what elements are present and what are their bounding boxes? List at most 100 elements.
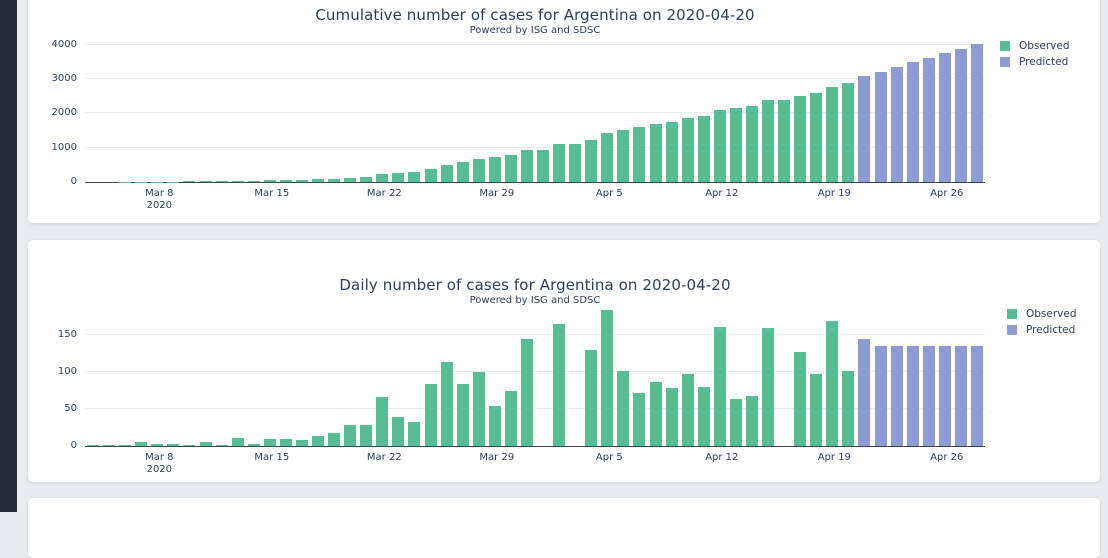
bar-observed[interactable] (489, 406, 501, 446)
bar-observed[interactable] (682, 118, 694, 182)
bar-observed[interactable] (200, 442, 212, 446)
bar-observed[interactable] (682, 374, 694, 446)
bar-observed[interactable] (666, 122, 678, 182)
legend-item-predicted[interactable]: Predicted (1000, 54, 1070, 70)
bar-observed[interactable] (408, 172, 420, 182)
bar-observed[interactable] (151, 444, 163, 446)
bar-observed[interactable] (312, 436, 324, 446)
bar-observed[interactable] (778, 100, 790, 182)
bar-observed[interactable] (698, 116, 710, 182)
bar-predicted[interactable] (907, 62, 919, 182)
bar-observed[interactable] (842, 371, 854, 446)
bar-observed[interactable] (537, 150, 549, 182)
bar-observed[interactable] (232, 438, 244, 446)
bar-predicted[interactable] (939, 53, 951, 182)
bar-observed[interactable] (376, 397, 388, 446)
bar-observed[interactable] (569, 144, 581, 182)
bar-observed[interactable] (473, 372, 485, 446)
bar-observed[interactable] (650, 124, 662, 182)
bar-predicted[interactable] (875, 346, 887, 446)
bar-observed[interactable] (762, 100, 774, 182)
bar-observed[interactable] (794, 352, 806, 446)
bar-observed[interactable] (264, 180, 276, 182)
bar-observed[interactable] (360, 425, 372, 446)
bar-observed[interactable] (810, 374, 822, 446)
bar-observed[interactable] (344, 178, 356, 182)
bar-observed[interactable] (216, 445, 228, 446)
bar-predicted[interactable] (971, 346, 983, 446)
bar-observed[interactable] (296, 440, 308, 446)
bar-observed[interactable] (505, 155, 517, 182)
bar-observed[interactable] (264, 439, 276, 446)
bar-observed[interactable] (521, 150, 533, 182)
bar-observed[interactable] (794, 96, 806, 182)
bar-observed[interactable] (167, 182, 179, 183)
bar-predicted[interactable] (907, 346, 919, 446)
bar-observed[interactable] (103, 445, 115, 446)
bar-observed[interactable] (232, 181, 244, 182)
bar-observed[interactable] (714, 110, 726, 182)
bar-observed[interactable] (216, 181, 228, 182)
bar-observed[interactable] (553, 144, 565, 182)
bar-observed[interactable] (842, 83, 854, 182)
bar-predicted[interactable] (971, 44, 983, 182)
bar-observed[interactable] (762, 328, 774, 446)
bar-observed[interactable] (746, 106, 758, 182)
bar-observed[interactable] (441, 362, 453, 446)
bar-observed[interactable] (119, 445, 131, 446)
bar-observed[interactable] (425, 169, 437, 182)
bar-observed[interactable] (601, 310, 613, 446)
bar-observed[interactable] (312, 179, 324, 182)
bar-observed[interactable] (746, 396, 758, 446)
bar-predicted[interactable] (939, 346, 951, 446)
bar-observed[interactable] (392, 173, 404, 182)
bar-predicted[interactable] (955, 346, 967, 446)
bar-observed[interactable] (457, 384, 469, 446)
bar-observed[interactable] (425, 384, 437, 446)
legend-item-observed[interactable]: Observed (1000, 38, 1070, 54)
bar-predicted[interactable] (923, 346, 935, 446)
bar-observed[interactable] (489, 157, 501, 182)
bar-predicted[interactable] (923, 58, 935, 182)
bar-observed[interactable] (826, 87, 838, 182)
bar-observed[interactable] (730, 108, 742, 182)
legend-item-observed[interactable]: Observed (1007, 306, 1077, 322)
bar-observed[interactable] (633, 393, 645, 446)
bar-observed[interactable] (666, 388, 678, 446)
legend-item-predicted[interactable]: Predicted (1007, 322, 1077, 338)
bar-observed[interactable] (408, 422, 420, 446)
bar-observed[interactable] (826, 321, 838, 446)
bar-observed[interactable] (633, 127, 645, 182)
bar-observed[interactable] (344, 425, 356, 446)
bar-observed[interactable] (441, 165, 453, 182)
bar-observed[interactable] (135, 442, 147, 446)
bar-observed[interactable] (521, 339, 533, 446)
bar-observed[interactable] (714, 327, 726, 446)
bar-observed[interactable] (328, 433, 340, 446)
bar-observed[interactable] (617, 371, 629, 446)
bar-observed[interactable] (650, 382, 662, 446)
bar-observed[interactable] (473, 159, 485, 182)
bar-observed[interactable] (87, 445, 99, 446)
bar-observed[interactable] (617, 130, 629, 182)
bar-observed[interactable] (698, 387, 710, 446)
bar-observed[interactable] (810, 93, 822, 182)
bar-observed[interactable] (200, 181, 212, 182)
bar-observed[interactable] (248, 181, 260, 182)
bar-predicted[interactable] (875, 72, 887, 182)
bar-observed[interactable] (585, 350, 597, 446)
bar-observed[interactable] (167, 444, 179, 446)
bar-observed[interactable] (505, 391, 517, 446)
bar-observed[interactable] (183, 445, 195, 446)
bar-observed[interactable] (360, 177, 372, 182)
bar-observed[interactable] (585, 140, 597, 182)
bar-observed[interactable] (280, 439, 292, 446)
bar-observed[interactable] (601, 133, 613, 182)
bar-observed[interactable] (392, 417, 404, 446)
bar-predicted[interactable] (955, 49, 967, 182)
bar-predicted[interactable] (858, 76, 870, 182)
bar-predicted[interactable] (891, 346, 903, 446)
bar-predicted[interactable] (858, 339, 870, 446)
bar-observed[interactable] (248, 444, 260, 446)
bar-observed[interactable] (553, 324, 565, 446)
